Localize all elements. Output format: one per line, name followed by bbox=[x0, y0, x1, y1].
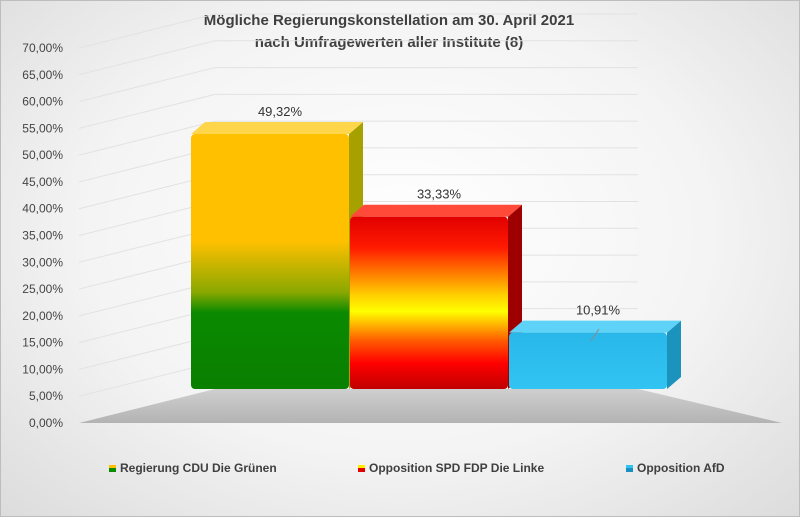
gridline bbox=[78, 93, 638, 129]
bar bbox=[509, 320, 681, 389]
gridline bbox=[78, 120, 638, 156]
legend-entry: Opposition SPD FDP Die Linke bbox=[358, 461, 544, 475]
y-tick-label: 35,00% bbox=[22, 229, 63, 243]
y-tick-label: 0,00% bbox=[29, 416, 63, 430]
legend-entry: Opposition AfD bbox=[626, 461, 725, 475]
y-tick-label: 25,00% bbox=[22, 282, 63, 296]
legend-swatch bbox=[358, 465, 365, 472]
chart-title-line-2: nach Umfragewerten aller Institute (8) bbox=[255, 34, 523, 51]
gridline bbox=[78, 13, 638, 49]
bar-top-face bbox=[191, 122, 363, 135]
bar-front-face bbox=[509, 332, 667, 389]
bar-top-face bbox=[509, 320, 681, 333]
legend-swatch-top bbox=[358, 465, 365, 468]
y-tick-label: 15,00% bbox=[22, 336, 63, 350]
y-tick-label: 5,00% bbox=[29, 389, 63, 403]
data-label: 10,91% bbox=[576, 303, 621, 318]
chart-title: Mögliche Regierungskonstellation am 30. … bbox=[204, 12, 574, 51]
bars bbox=[191, 122, 681, 390]
legend: Regierung CDU Die Grünen Opposition SPD F… bbox=[109, 461, 725, 475]
y-axis-tick-labels: 0,00% 5,00% 10,00% 15,00% 20,00% 25,00% 30,00%… bbox=[22, 41, 63, 430]
gridline bbox=[78, 40, 638, 76]
data-label-leader bbox=[590, 328, 600, 342]
legend-label: Opposition SPD FDP Die Linke bbox=[369, 461, 544, 475]
bar bbox=[191, 122, 363, 390]
y-tick-label: 50,00% bbox=[22, 148, 63, 162]
legend-label: Opposition AfD bbox=[637, 461, 725, 475]
chart-title-line-1: Mögliche Regierungskonstellation am 30. … bbox=[204, 12, 574, 29]
y-tick-label: 40,00% bbox=[22, 202, 63, 216]
y-tick-label: 20,00% bbox=[22, 309, 63, 323]
bar-side-face bbox=[667, 320, 681, 389]
legend-label: Regierung CDU Die Grünen bbox=[120, 461, 277, 475]
data-label: 33,33% bbox=[417, 187, 462, 202]
legend-swatch-top bbox=[109, 465, 116, 468]
y-tick-label: 65,00% bbox=[22, 68, 63, 82]
y-tick-label: 70,00% bbox=[22, 41, 63, 55]
data-label: 49,32% bbox=[258, 104, 303, 119]
data-labels: 49,32% 33,33% 10,91% bbox=[258, 104, 621, 342]
gridline bbox=[78, 67, 638, 103]
legend-swatch-top bbox=[626, 465, 633, 468]
bar bbox=[350, 204, 522, 389]
legend-swatch bbox=[109, 465, 116, 472]
y-tick-label: 10,00% bbox=[22, 362, 63, 376]
y-tick-label: 60,00% bbox=[22, 95, 63, 109]
y-tick-label: 45,00% bbox=[22, 175, 63, 189]
bar-front-face bbox=[191, 134, 349, 389]
y-tick-label: 30,00% bbox=[22, 255, 63, 269]
legend-entry: Regierung CDU Die Grünen bbox=[109, 461, 277, 475]
bar-front-face bbox=[350, 216, 508, 389]
legend-swatch bbox=[626, 465, 633, 472]
bar-top-face bbox=[350, 204, 522, 217]
y-tick-label: 55,00% bbox=[22, 121, 63, 135]
chart-floor bbox=[79, 389, 782, 423]
